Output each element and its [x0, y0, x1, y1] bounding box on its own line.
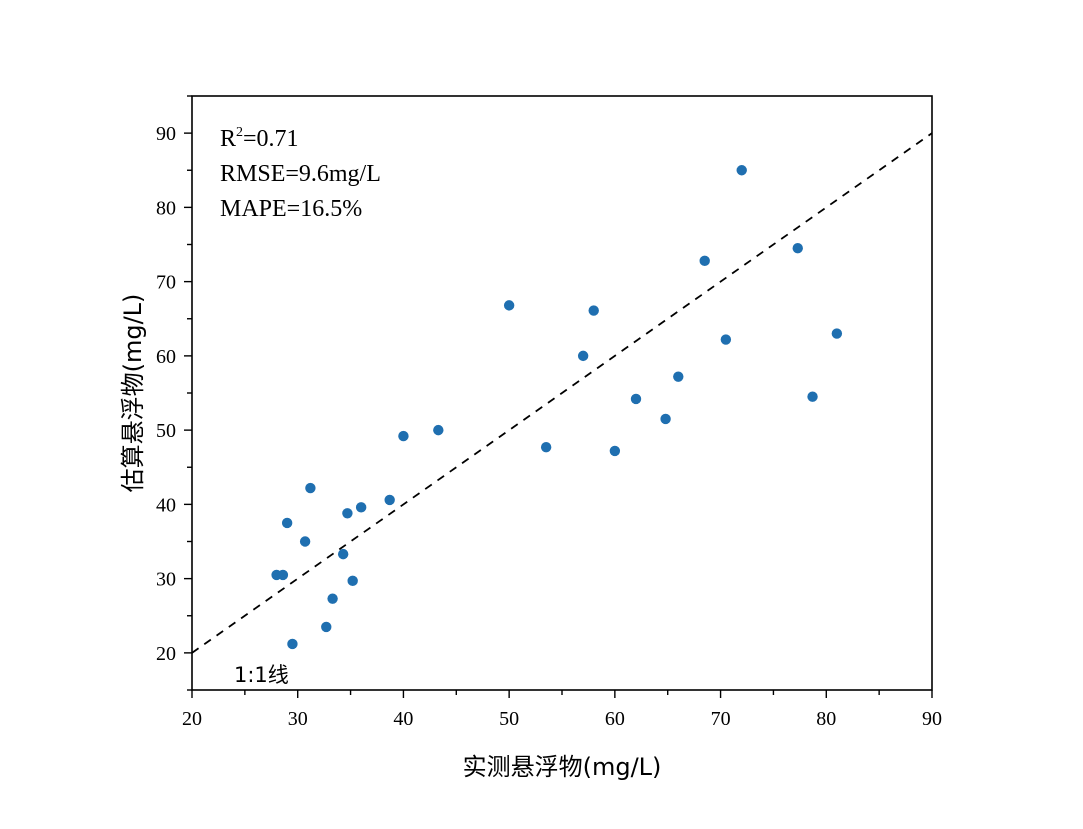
data-point: [831, 328, 843, 339]
data-point: [433, 424, 444, 436]
x-tick-label: 80: [816, 708, 836, 730]
data-point: [720, 334, 732, 345]
y-tick-label: 20: [156, 643, 176, 665]
data-point: [736, 165, 747, 176]
one-to-one-line: [191, 132, 933, 654]
x-tick-label: 20: [182, 708, 202, 730]
data-point: [355, 502, 367, 513]
x-tick-label: 90: [922, 708, 942, 730]
y-tick-label: 90: [156, 123, 176, 145]
x-tick-label: 40: [393, 708, 413, 730]
y-tick-label: 30: [156, 569, 176, 591]
x-tick-label: 60: [605, 708, 625, 730]
data-point: [327, 593, 338, 604]
data-point: [577, 350, 589, 362]
x-axis-label: 实测悬浮物(mg/L): [463, 753, 662, 781]
y-axis-label: 估算悬浮物(mg/L): [119, 294, 147, 493]
data-point: [398, 430, 409, 442]
reference-line-label: 1:1线: [234, 663, 289, 687]
rmse-stat: RMSE=9.6mg/L: [220, 161, 381, 187]
mape-stat: MAPE=16.5%: [220, 196, 362, 222]
data-point: [660, 413, 671, 425]
data-point: [337, 548, 349, 560]
data-point: [503, 300, 515, 311]
data-point: [287, 638, 298, 650]
data-point: [321, 621, 332, 633]
data-point: [792, 243, 803, 254]
y-axis-ticks: 20 30 40 50 60 70 80 90: [156, 95, 192, 691]
data-point: [277, 569, 289, 581]
data-point: [807, 391, 818, 402]
r2-stat: R2=0.71: [220, 125, 299, 152]
data-point: [384, 494, 395, 506]
y-tick-label: 80: [156, 197, 176, 219]
x-tick-label: 30: [288, 708, 308, 730]
y-tick-label: 60: [156, 346, 176, 368]
data-point: [588, 305, 599, 316]
data-point: [699, 255, 710, 267]
data-point: [342, 508, 353, 519]
data-point: [305, 482, 316, 494]
x-tick-label: 70: [711, 708, 731, 730]
data-point: [609, 445, 621, 457]
y-tick-label: 50: [156, 420, 176, 442]
reference-line-1-1: [191, 132, 933, 654]
y-tick-label: 40: [156, 494, 176, 516]
data-point: [673, 371, 684, 382]
x-axis-ticks: 20 30 40 50 60 70 80 90: [182, 690, 942, 730]
y-tick-label: 70: [156, 272, 176, 294]
x-tick-label: 50: [499, 708, 519, 730]
data-point: [299, 536, 311, 547]
data-point: [540, 442, 552, 453]
data-points: [271, 165, 843, 650]
data-point: [347, 575, 358, 587]
data-point: [630, 393, 642, 405]
data-point: [281, 517, 293, 529]
